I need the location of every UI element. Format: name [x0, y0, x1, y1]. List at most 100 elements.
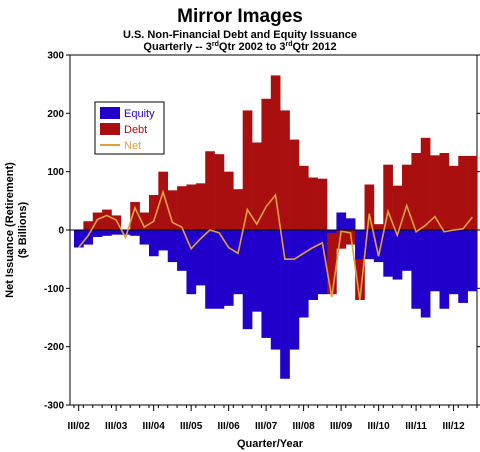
equity-bar: [148, 230, 159, 257]
debt-bar: [364, 184, 375, 230]
equity-bar: [317, 230, 328, 295]
equity-bar: [252, 230, 262, 312]
debt-bar: [308, 177, 318, 230]
debt-bar: [317, 178, 328, 230]
x-tick-label: III/10: [367, 421, 390, 432]
debt-bar: [158, 171, 169, 230]
debt-bar: [167, 190, 178, 230]
equity-bar: [327, 230, 337, 233]
x-tick-label: III/06: [218, 421, 241, 432]
x-tick-label: III/05: [180, 421, 203, 432]
x-axis-title: Quarter/Year: [237, 438, 304, 450]
legend-equity-label: Equity: [124, 108, 155, 120]
debt-bar: [261, 98, 272, 230]
chart-title: Mirror Images: [177, 6, 303, 27]
debt-bar: [83, 221, 94, 230]
legend-net-label: Net: [124, 140, 141, 152]
equity-bar: [158, 230, 169, 251]
debt-bar: [130, 202, 140, 230]
x-tick-label: III/07: [255, 421, 278, 432]
equity-bar: [205, 230, 215, 309]
debt-bar: [270, 75, 281, 230]
debt-bar: [223, 171, 234, 230]
debt-bar: [298, 165, 309, 230]
debt-bar: [280, 110, 290, 230]
debt-bar: [233, 189, 243, 230]
debt-bar: [195, 183, 206, 230]
legend-debt-label: Debt: [124, 124, 147, 136]
equity-bar: [74, 230, 84, 248]
equity-bar: [308, 230, 318, 300]
x-tick-label: III/12: [442, 421, 465, 432]
debt-bar: [242, 110, 253, 230]
debt-bar: [336, 230, 347, 249]
equity-bar: [373, 230, 384, 263]
equity-bar: [402, 230, 412, 271]
legend: Equity Debt Net: [94, 101, 165, 155]
debt-bar: [327, 230, 337, 295]
equity-bar: [130, 230, 140, 236]
debt-bar: [383, 164, 393, 230]
equity-bar: [92, 230, 103, 237]
debt-bar: [420, 137, 431, 230]
plot-area: -300 -200 -100 0 100 200 300 III/02 III/03 III/04…: [44, 51, 480, 432]
y-tick-label: 300: [47, 51, 64, 62]
equity-bar: [242, 230, 253, 330]
equity-bar: [298, 230, 309, 318]
x-tick-label: III/09: [330, 421, 353, 432]
debt-bar: [402, 164, 412, 230]
y-tick-label: -100: [44, 284, 64, 295]
equity-bar: [195, 230, 206, 286]
equity-bar: [439, 230, 450, 309]
equity-bar: [280, 230, 290, 379]
debt-bar: [186, 184, 197, 230]
y-axis-title: Net Issuance (Retirement): [4, 162, 16, 298]
equity-bar: [392, 230, 403, 280]
x-tick-label: III/08: [292, 421, 315, 432]
debt-bar: [177, 186, 187, 230]
equity-bar: [336, 212, 347, 230]
debt-bar: [439, 153, 450, 230]
chart-subtitle-2: Quarterly -- 3rdQtr 2002 to 3rdQtr 2012: [143, 41, 336, 53]
equity-bar: [355, 230, 365, 260]
debt-bar: [448, 165, 459, 230]
y-tick-label: 0: [58, 226, 64, 237]
equity-bar: [214, 230, 225, 309]
debt-bar: [205, 151, 215, 230]
y-tick-label: -300: [44, 401, 64, 412]
net-line: [78, 189, 473, 301]
equity-bar: [186, 230, 197, 295]
equity-bar: [420, 230, 431, 318]
chart-subtitle: U.S. Non-Financial Debt and Equity Issua…: [123, 29, 357, 41]
equity-bar: [223, 230, 234, 306]
debt-bar: [102, 209, 112, 230]
debt-bar: [289, 139, 300, 230]
debt-bar: [252, 142, 262, 230]
y-tick-label: 100: [47, 167, 64, 178]
equity-bar: [383, 230, 393, 277]
legend-debt-swatch: [100, 123, 120, 135]
equity-bar: [458, 230, 468, 303]
equity-bar: [467, 230, 478, 292]
x-tick-label: III/02: [68, 421, 91, 432]
equity-bar: [289, 230, 300, 350]
y-tick-label: -200: [44, 342, 64, 353]
debt-bar: [467, 155, 478, 230]
equity-bar: [345, 218, 356, 230]
y-axis-subtitle: ($ Billions): [17, 202, 29, 259]
debt-bar: [148, 195, 159, 230]
legend-equity-swatch: [100, 107, 120, 119]
x-tick-label: III/04: [143, 421, 166, 432]
debt-bar: [214, 154, 225, 230]
debt-bar: [411, 153, 422, 230]
equity-bar: [120, 230, 131, 235]
equity-bar: [233, 230, 243, 295]
debt-bar: [355, 230, 365, 300]
equity-bar: [411, 230, 422, 309]
debt-bar: [430, 155, 440, 230]
x-tick-label: III/03: [105, 421, 128, 432]
equity-bar: [430, 230, 440, 292]
equity-bar: [448, 230, 459, 295]
y-tick-label: 200: [47, 109, 64, 120]
